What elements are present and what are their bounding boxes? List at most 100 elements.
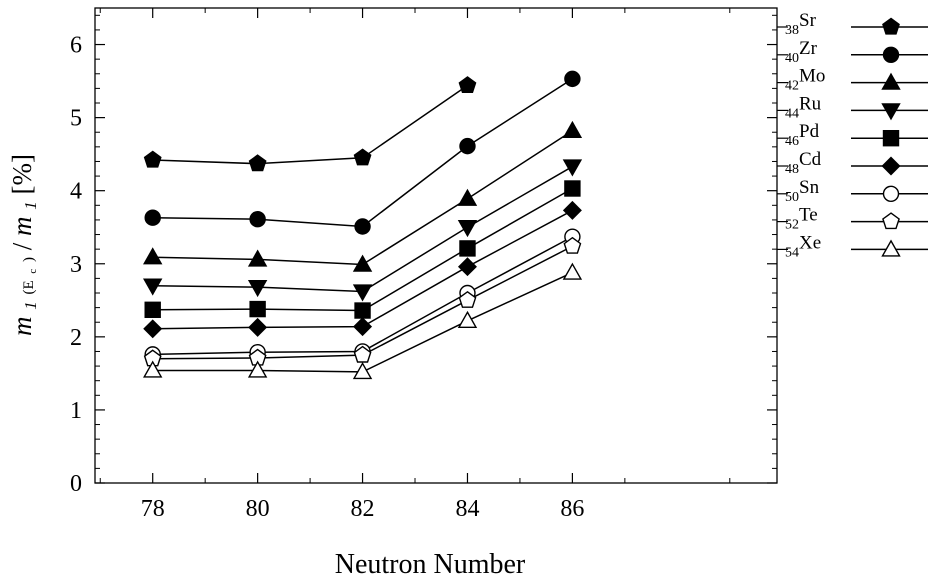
legend-marker [882,46,900,63]
y-label-sub1: 1 [21,301,40,310]
data-point [143,278,163,296]
data-point [248,154,267,172]
data-point [249,210,266,228]
y-axis-label: m 1 (E c ) / m 1 [%] [7,154,42,336]
legend-label: 44Ru [785,93,822,121]
legend-entry-ru: 44Ru [777,93,928,121]
y-tick-label: 5 [70,106,82,132]
x-tick-label: 82 [351,496,375,522]
x-axis: 78 80 82 84 86 [99,8,731,522]
series-layer [143,70,583,380]
y-label-slash: / [7,236,37,250]
legend-marker [882,212,900,230]
legend-marker [882,17,900,35]
x-tick-label: 86 [560,496,584,522]
data-point [247,279,268,298]
y-label-sub2: 1 [21,201,40,210]
data-point [354,302,371,319]
data-point [353,148,372,166]
legend-entry-cd: 48Cd [777,149,928,177]
legend-label: 42Mo [785,66,825,94]
data-point [144,209,161,226]
y-tick-label: 1 [70,398,82,424]
y-label-paren-close: ) [21,257,37,262]
legend-label: 54Xe [785,232,821,260]
series-xe [143,262,583,380]
legend-marker [882,129,900,147]
data-point [562,200,582,220]
data-point [459,137,476,155]
x-tick-label: 78 [141,496,165,522]
legend-entry-sr: 38Sr [777,10,928,38]
data-point [247,360,268,378]
y-tick-label: 3 [70,252,82,278]
data-point [458,290,477,308]
legend-label: 46Pd [785,121,820,149]
data-point [352,362,373,380]
x-axis-label: Neutron Number [335,549,526,580]
data-point [457,220,478,238]
legend-marker [881,156,901,176]
y-label-m2: m [7,216,37,236]
series-sr [143,76,477,172]
data-point [457,310,478,328]
data-point [562,120,583,138]
legend-marker [881,72,901,90]
data-point [352,284,373,302]
legend-entry-mo: 42Mo [777,66,928,94]
y-tick-label: 6 [70,33,82,59]
data-point [248,317,268,337]
y-label-unit: [%] [7,154,37,194]
data-point [563,236,582,254]
x-tick-label: 84 [455,496,479,522]
legend-entry-pd: 46Pd [777,121,928,149]
data-point [459,240,476,257]
data-point [143,360,163,378]
legend-entry-zr: 40Zr [777,38,928,66]
data-point [143,150,162,168]
data-point [144,301,161,319]
data-point [353,317,373,337]
y-axis: 0 1 2 3 4 5 6 [70,14,777,497]
data-point [143,319,163,339]
data-point [353,345,372,363]
data-point [564,70,581,88]
data-point [564,180,581,197]
series-te [143,236,582,367]
legend-entry-te: 52Te [777,205,928,233]
legend-label: 38Sr [785,10,817,38]
legend-label: 52Te [785,205,818,233]
data-point [457,188,478,206]
series-cd [143,200,582,339]
legend-marker [881,103,901,121]
y-label-m1: m [7,317,37,337]
data-point [249,300,266,318]
data-point [143,247,163,265]
data-point [247,249,268,267]
y-tick-label: 4 [70,179,82,205]
x-tick-label: 80 [246,496,270,522]
legend-entry-xe: 54Xe [777,232,928,260]
legend-entry-sn: 50Sn [777,177,928,205]
series-ru [143,159,583,302]
data-point [352,254,373,272]
data-point [562,159,583,177]
data-point [458,76,477,94]
plot-frame [94,7,778,484]
series-zr [144,70,581,235]
series-line [152,84,468,165]
y-label-paren-open: (E [21,280,37,294]
legend-label: 48Cd [785,149,822,177]
y-tick-label: 0 [70,471,82,497]
legend-label: 40Zr [785,38,818,66]
data-point [457,257,477,277]
y-tick-label: 2 [70,325,82,351]
data-point [562,262,583,280]
series-pd [144,180,581,319]
legend-marker [881,239,901,257]
series-mo [143,120,583,272]
y-label-paren-sub: c [27,269,39,274]
legend-label: 50Sn [785,177,820,205]
